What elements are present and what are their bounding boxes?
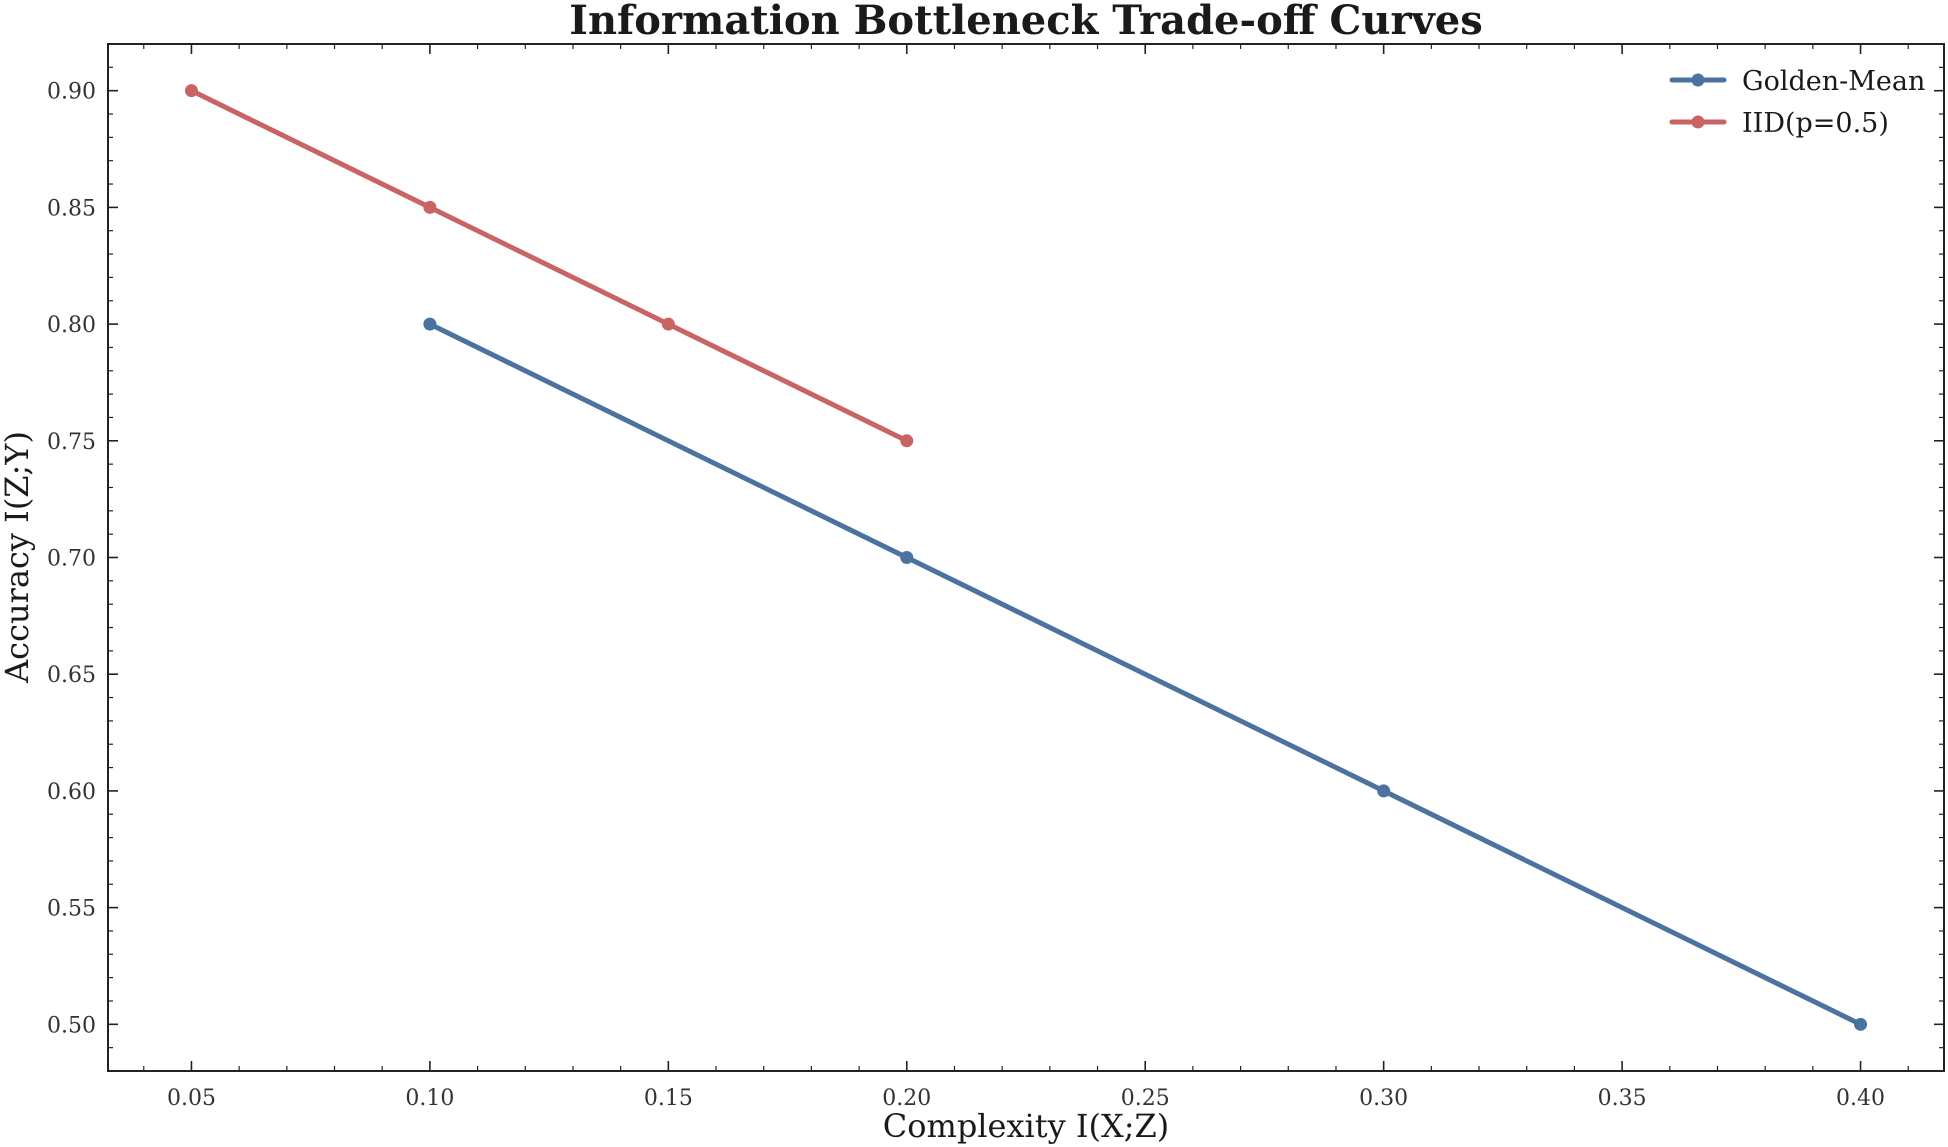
y-axis-label: Accuracy I(Z;Y) — [0, 431, 36, 684]
y-tick-label: 0.75 — [47, 430, 96, 455]
x-tick-label: 0.15 — [644, 1086, 693, 1111]
y-tick-label: 0.65 — [47, 663, 96, 688]
series-line — [427, 321, 1864, 1027]
series-layer — [184, 84, 1868, 1031]
data-point — [1377, 784, 1391, 798]
ticks-layer: 0.05 0.10 0.15 0.20 0.25 0.30 0.35 0.40 0.50 0.55… — [47, 43, 1944, 1111]
legend-marker — [1691, 73, 1705, 87]
x-tick-label: 0.10 — [405, 1086, 454, 1111]
legend-label: IID(p=0.5) — [1742, 108, 1889, 139]
series-0 — [423, 317, 1868, 1031]
y-tick-label: 0.60 — [47, 780, 96, 805]
series-line — [188, 88, 910, 444]
data-point — [184, 84, 198, 98]
y-tick-label: 0.90 — [47, 80, 96, 105]
plot-frame — [107, 43, 1945, 1072]
legend-marker — [1691, 115, 1705, 129]
data-point — [1854, 1017, 1868, 1031]
data-point — [900, 434, 914, 448]
x-tick-label: 0.30 — [1359, 1086, 1408, 1111]
y-tick-label: 0.80 — [47, 313, 96, 338]
x-tick-label: 0.35 — [1598, 1086, 1647, 1111]
data-point — [423, 200, 437, 214]
x-tick-label: 0.25 — [1121, 1086, 1170, 1111]
y-tick-label: 0.50 — [47, 1013, 96, 1038]
legend-item: IID(p=0.5) — [1669, 108, 1889, 139]
legend: Golden-Mean IID(p=0.5) — [1669, 66, 1925, 139]
legend-item: Golden-Mean — [1669, 66, 1925, 97]
x-tick-label: 0.40 — [1836, 1086, 1885, 1111]
y-tick-label: 0.85 — [47, 196, 96, 221]
data-point — [661, 317, 675, 331]
data-point — [423, 317, 437, 331]
y-tick-label: 0.55 — [47, 897, 96, 922]
legend-label: Golden-Mean — [1742, 66, 1925, 97]
x-tick-label: 0.05 — [167, 1086, 216, 1111]
series-1 — [184, 84, 914, 448]
y-tick-label: 0.70 — [47, 547, 96, 572]
data-point — [900, 551, 914, 564]
x-axis-label: Complexity I(X;Z) — [883, 1107, 1170, 1145]
x-tick-label: 0.20 — [882, 1086, 931, 1111]
chart-title: Information Bottleneck Trade-off Curves — [569, 0, 1482, 44]
